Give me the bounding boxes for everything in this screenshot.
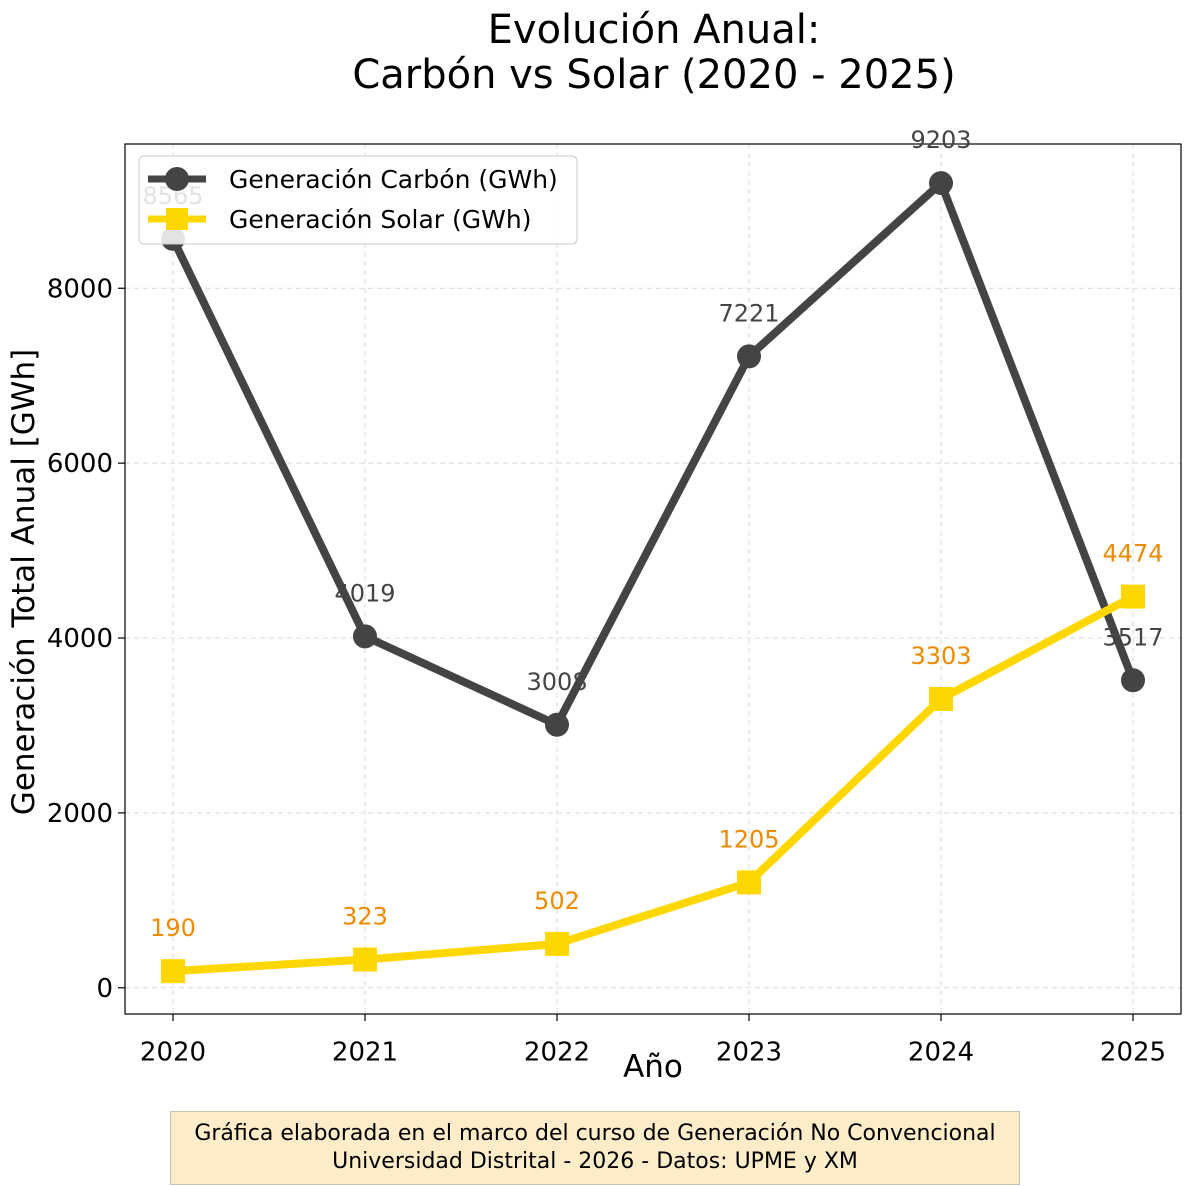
x-axis-ticks: 2020 2021 2022 2023 2024 2025: [140, 1014, 1166, 1067]
y-tick-label: 2000: [47, 799, 113, 829]
coal-point: [1121, 668, 1145, 693]
coal-data-label: 4019: [334, 579, 395, 607]
plot-area-frame: [124, 143, 1182, 1015]
coal-point: [545, 712, 569, 737]
solar-data-label: 502: [534, 887, 580, 915]
legend-coal-marker: [165, 167, 189, 191]
coal-point: [353, 624, 377, 649]
solar-point: [161, 959, 185, 984]
x-tick-label: 2021: [332, 1037, 398, 1067]
solar-data-label: 190: [150, 914, 196, 942]
solar-point: [353, 947, 377, 972]
footer-note: Gráfica elaborada en el marco del curso …: [170, 1111, 1020, 1185]
coal-point: [929, 171, 953, 196]
solar-data-label: 3303: [910, 642, 971, 670]
coal-data-label: 3008: [526, 668, 587, 696]
y-tick-label: 0: [96, 974, 113, 1004]
y-tick-label: 6000: [47, 449, 113, 479]
y-axis-label: Generación Total Anual [GWh]: [6, 349, 42, 815]
series-layer: [161, 171, 1145, 984]
legend-solar-marker: [166, 208, 188, 230]
coal-data-label: 9203: [910, 126, 971, 154]
solar-point: [545, 931, 569, 956]
x-tick-label: 2025: [1100, 1037, 1166, 1067]
x-tick-label: 2022: [524, 1037, 590, 1067]
grid-lines: [125, 144, 1181, 1014]
legend-coal-label: Generación Carbón (GWh): [229, 165, 558, 194]
coal-series-line: [169, 179, 1137, 729]
x-tick-label: 2024: [908, 1037, 974, 1067]
y-axis-ticks: 0 2000 4000 6000 8000: [47, 274, 125, 1004]
chart-canvas: Evolución Anual: Carbón vs Solar (2020 -…: [6, 7, 1182, 1085]
coal-data-label: 3517: [1102, 623, 1163, 651]
x-tick-label: 2020: [140, 1037, 206, 1067]
legend: Generación Carbón (GWh) Generación Solar…: [138, 155, 578, 245]
y-tick-label: 4000: [47, 624, 113, 654]
footer-line-1: Gráfica elaborada en el marco del curso …: [194, 1121, 996, 1146]
coal-point: [737, 344, 761, 369]
coal-data-label: 7221: [718, 299, 779, 327]
solar-data-label: 1205: [718, 825, 779, 853]
chart-title-line-2: Carbón vs Solar (2020 - 2025): [352, 52, 955, 98]
x-tick-label: 2023: [716, 1037, 782, 1067]
solar-data-label: 4474: [1102, 540, 1163, 568]
legend-solar-label: Generación Solar (GWh): [229, 205, 531, 234]
chart-title-line-1: Evolución Anual:: [488, 7, 821, 53]
legend-box: [138, 155, 578, 245]
solar-data-label: 323: [342, 903, 388, 931]
solar-point: [1121, 584, 1145, 609]
footer-line-2: Universidad Distrital - 2026 - Datos: UP…: [332, 1149, 858, 1174]
solar-point: [737, 870, 761, 895]
x-axis-label: Año: [623, 1049, 683, 1085]
solar-series-line: [169, 592, 1137, 976]
solar-point: [929, 686, 953, 711]
y-tick-label: 8000: [47, 274, 113, 304]
